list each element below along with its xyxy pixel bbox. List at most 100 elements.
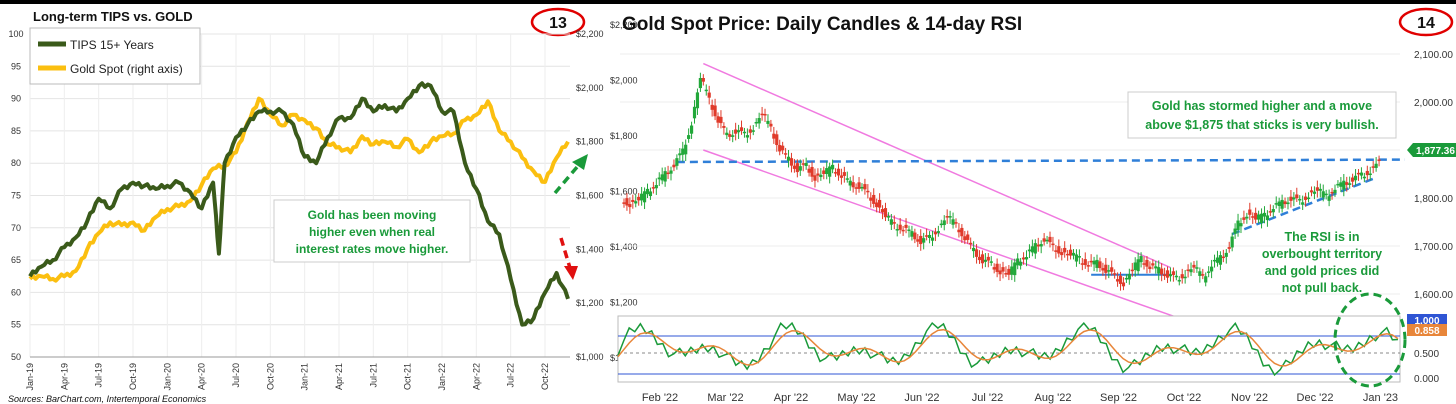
- candle-body: [1142, 263, 1146, 265]
- candle-body: [648, 191, 653, 197]
- candle-body: [695, 92, 700, 109]
- candle-body: [1365, 170, 1369, 176]
- candle-body: [860, 186, 864, 189]
- candle-body: [836, 168, 841, 176]
- candle-body: [1198, 271, 1202, 276]
- candle-body: [1063, 247, 1067, 253]
- candle-body: [798, 166, 802, 171]
- candle-body: [672, 164, 676, 168]
- candle-body: [625, 198, 629, 206]
- x-tick: Oct-21: [403, 363, 413, 390]
- candle-body: [1051, 243, 1055, 246]
- candle-body: [1348, 183, 1352, 185]
- annotation-line-1: Gold has been moving: [308, 208, 437, 222]
- candle-body: [889, 219, 893, 225]
- y-tick-left: 100: [8, 29, 23, 39]
- candle-body: [1189, 269, 1193, 273]
- candle-body: [1133, 262, 1137, 270]
- y-tick-left: 75: [11, 191, 21, 201]
- candle-body: [1036, 244, 1040, 247]
- tips-line: [28, 81, 570, 327]
- candle-body: [701, 78, 705, 82]
- rsi-tag-current: 0.858: [1407, 324, 1447, 337]
- candle-body: [1021, 257, 1026, 260]
- annotation-bullish: Gold has stormed higher and a move above…: [1127, 91, 1397, 139]
- y-tick-right: $1,200: [576, 298, 604, 308]
- x-tick: Apr '22: [774, 392, 809, 404]
- candle-body: [1271, 209, 1275, 213]
- candle-body: [942, 220, 946, 226]
- candle-body: [1030, 246, 1034, 253]
- left-axis-label: $1,200: [610, 298, 638, 308]
- candle-body: [692, 106, 697, 119]
- chart-title: Gold Spot Price: Daily Candles & 14-day …: [622, 14, 1022, 35]
- candle-body: [819, 174, 823, 178]
- candle-body: [1204, 276, 1208, 283]
- page-badge-label: 14: [1417, 15, 1435, 32]
- candle-body: [1248, 209, 1252, 215]
- candle-body: [854, 187, 858, 189]
- candle-body: [1186, 269, 1190, 272]
- y-tick-left: 70: [11, 223, 21, 233]
- candle-body: [1374, 163, 1378, 168]
- y-tick-left: 55: [11, 320, 21, 330]
- candle-body: [1257, 214, 1261, 220]
- candle-body: [1145, 259, 1149, 267]
- candle-body: [754, 122, 758, 124]
- candle-body: [1151, 263, 1155, 266]
- gold-spot-line: [28, 96, 570, 283]
- candle-body: [1066, 253, 1070, 256]
- candle-body: [1207, 271, 1211, 273]
- candle-body: [1212, 259, 1217, 262]
- x-tick: Jul-20: [231, 363, 241, 388]
- candle-body: [1162, 274, 1167, 277]
- candle-body: [745, 135, 749, 138]
- candle-body: [637, 196, 641, 201]
- candle-body: [878, 199, 882, 208]
- x-tick: Sep '22: [1100, 392, 1137, 404]
- candle-body: [1318, 188, 1322, 191]
- legend-tips: TIPS 15+ Years: [70, 38, 154, 52]
- candle-body: [883, 208, 888, 218]
- candle-body: [1371, 166, 1375, 168]
- candle-body: [913, 232, 917, 240]
- y-tick-left: 60: [11, 287, 21, 297]
- candle-body: [907, 229, 911, 232]
- green-up-arrow: [553, 154, 588, 195]
- candle-body: [983, 259, 987, 262]
- candle-body: [886, 216, 891, 218]
- y-tick-right: $1,600: [576, 191, 604, 201]
- candle-body: [830, 164, 835, 170]
- x-tick: Jun '22: [904, 392, 939, 404]
- tips-vs-gold-chart: Long-term TIPS vs. GOLD 13 100 95 90 85 80 75…: [0, 4, 608, 404]
- right-axis-ticks: $2,200 $2,000 $1,800 $1,600 $1,400 $1,200 $1,0…: [576, 29, 604, 362]
- candle-body: [1048, 236, 1052, 243]
- candle-body: [786, 156, 791, 161]
- candle-body: [1339, 182, 1343, 187]
- candle-body: [1209, 266, 1214, 272]
- candle-body: [1236, 220, 1240, 230]
- candle-body: [1224, 252, 1228, 257]
- candle-body: [719, 116, 723, 124]
- candle-body: [1342, 180, 1346, 190]
- candle-body: [1359, 172, 1364, 176]
- candle-body: [816, 173, 820, 176]
- candle-body: [772, 133, 776, 139]
- candle-body: [1180, 274, 1184, 279]
- candle-body: [1312, 191, 1317, 194]
- x-tick: Dec '22: [1297, 392, 1334, 404]
- candle-body: [1110, 267, 1114, 272]
- candle-body: [963, 236, 967, 241]
- candle-body: [863, 184, 867, 190]
- candle-body: [1045, 239, 1049, 242]
- candle-body: [704, 89, 708, 92]
- gold-candles-svg: $2,200$2,000$1,800$1,600$1,400$1,200$1,0…: [610, 4, 1456, 404]
- x-tick: Aug '22: [1035, 392, 1072, 404]
- rsi-note-line-1: The RSI is in: [1284, 230, 1359, 244]
- candle-body: [795, 163, 799, 173]
- candle-body: [1324, 193, 1328, 196]
- candle-body: [866, 190, 870, 193]
- candle-body: [1289, 196, 1293, 201]
- candle-body: [722, 126, 726, 128]
- annotation-box: Gold has been moving higher even when re…: [273, 199, 471, 263]
